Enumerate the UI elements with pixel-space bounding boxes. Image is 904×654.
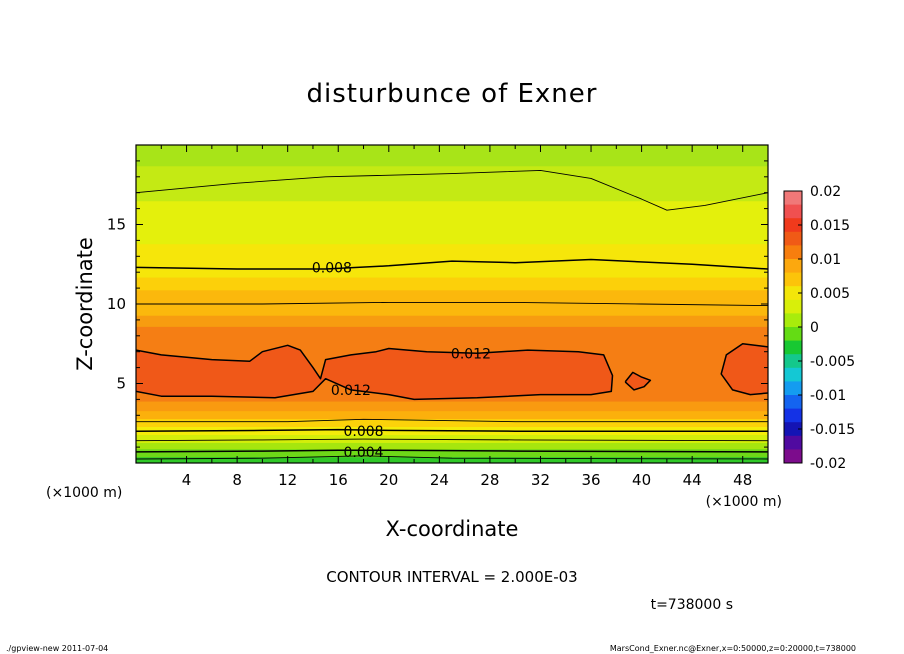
field-band <box>136 410 768 420</box>
colorbar-swatch <box>784 435 802 450</box>
colorbar-swatch <box>784 204 802 219</box>
footer-left: ./gpview-new 2011-07-04 <box>6 644 108 653</box>
field-band <box>136 400 768 412</box>
x-tick-label: 32 <box>531 471 550 489</box>
colorbar-tick-label: -0.015 <box>810 422 855 438</box>
colorbar-swatch <box>784 422 802 437</box>
field-band <box>136 442 768 450</box>
colorbar-tick-label: 0 <box>810 320 819 336</box>
contour-line <box>136 455 768 460</box>
field-band <box>136 448 768 458</box>
x-tick-label: 48 <box>733 471 752 489</box>
colorbar-swatch <box>784 218 802 233</box>
x-tick-label: 40 <box>632 471 651 489</box>
contour-line <box>136 418 768 423</box>
y-axis-ticks: 5 10 15 <box>107 144 768 448</box>
colorbar-swatch <box>784 191 802 205</box>
colorbar-swatch <box>784 327 802 341</box>
contour-labels: 0.008 0.012 0.012 0.008 0.004 <box>312 260 491 460</box>
x-tick-label: 4 <box>182 471 192 489</box>
colorbar-swatch <box>784 367 802 382</box>
x-tick-label: 12 <box>278 471 297 489</box>
colorbar-tick-labels: 0.02 0.015 0.01 0.005 0 -0.005 -0.01 -0.015 -0.0… <box>798 184 855 472</box>
field-band <box>136 145 768 167</box>
contour-core-fill <box>136 345 613 400</box>
y-axis-label: Z-coordinate <box>73 237 97 371</box>
colorbar-tick-label: 0.02 <box>810 184 841 200</box>
colorbar-tick-label: -0.005 <box>810 354 855 370</box>
contour-interval-text: CONTOUR INTERVAL = 2.000E-03 <box>326 568 577 586</box>
field-band <box>136 165 768 202</box>
chart-title: disturbunce of Exner <box>307 79 598 109</box>
contour-label: 0.008 <box>312 260 352 276</box>
contour-line <box>720 343 768 396</box>
contour-label: 0.008 <box>343 424 383 440</box>
colorbar-tick-label: -0.01 <box>810 388 846 404</box>
contour-line <box>136 301 768 307</box>
contour-label: 0.012 <box>451 346 491 362</box>
contour-line <box>136 438 768 442</box>
colorbar-swatch <box>784 245 802 260</box>
field-band <box>136 200 768 245</box>
field-band <box>136 315 768 327</box>
colorbar-swatch <box>784 272 802 287</box>
colorbar-swatch <box>784 286 802 301</box>
contour-label: 0.012 <box>331 383 371 399</box>
contour-line <box>136 258 768 270</box>
contour-fill <box>136 145 768 463</box>
colorbar-swatch <box>784 408 802 423</box>
colorbar-tick-label: 0.015 <box>810 218 850 234</box>
contour-label: 0.004 <box>343 445 383 461</box>
x-unit-left: (×1000 m) <box>46 485 122 501</box>
colorbar <box>783 190 803 464</box>
y-tick-label: 10 <box>107 295 126 313</box>
contour-line <box>136 449 768 453</box>
x-tick-label: 24 <box>430 471 449 489</box>
y-tick-label: 15 <box>107 216 126 234</box>
contour-lines <box>136 169 768 460</box>
x-axis-ticks: 4 8 12 16 20 24 28 32 36 40 44 48 <box>160 145 769 489</box>
x-tick-label: 44 <box>683 471 702 489</box>
colorbar-tick-label: -0.02 <box>810 456 846 472</box>
x-unit-right: (×1000 m) <box>706 494 782 510</box>
x-tick-label: 20 <box>379 471 398 489</box>
colorbar-swatch <box>784 313 802 328</box>
field-band <box>136 276 768 291</box>
field-band <box>136 456 768 463</box>
contour-core-fill <box>625 372 651 390</box>
x-axis-label: X-coordinate <box>386 517 519 541</box>
colorbar-tick-label: 0.01 <box>810 252 841 268</box>
colorbar-swatch <box>784 381 802 396</box>
colorbar-tick-label: 0.005 <box>810 286 850 302</box>
colorbar-swatch <box>784 299 802 314</box>
y-tick-label: 5 <box>116 375 126 393</box>
time-text: t=738000 s <box>651 597 733 613</box>
x-tick-label: 16 <box>329 471 348 489</box>
field-band <box>136 434 768 443</box>
colorbar-swatch <box>784 231 802 246</box>
colorbar-swatch <box>784 340 802 355</box>
contour-line <box>624 371 652 391</box>
x-tick-label: 36 <box>581 471 600 489</box>
field-band <box>136 418 768 428</box>
colorbar-swatch <box>784 259 802 273</box>
colorbar-swatch <box>784 449 802 464</box>
x-tick-label: 28 <box>480 471 499 489</box>
colorbar-swatch <box>784 395 802 409</box>
colorbar-swatch <box>784 354 802 369</box>
x-tick-label: 8 <box>232 471 242 489</box>
contour-line <box>136 428 768 432</box>
contour-line <box>136 169 768 211</box>
contour-core-fill <box>721 343 768 395</box>
contour-line <box>136 344 614 401</box>
footer-right: MarsCond_Exner.nc@Exner,x=0:50000,z=0:20… <box>610 644 856 653</box>
